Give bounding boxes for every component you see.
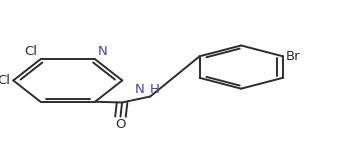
Text: Cl: Cl [0,74,10,87]
Text: Cl: Cl [24,45,37,58]
Text: N: N [98,45,108,58]
Text: O: O [115,118,126,131]
Text: H: H [150,83,159,96]
Text: Br: Br [285,50,300,63]
Text: N: N [135,83,145,96]
